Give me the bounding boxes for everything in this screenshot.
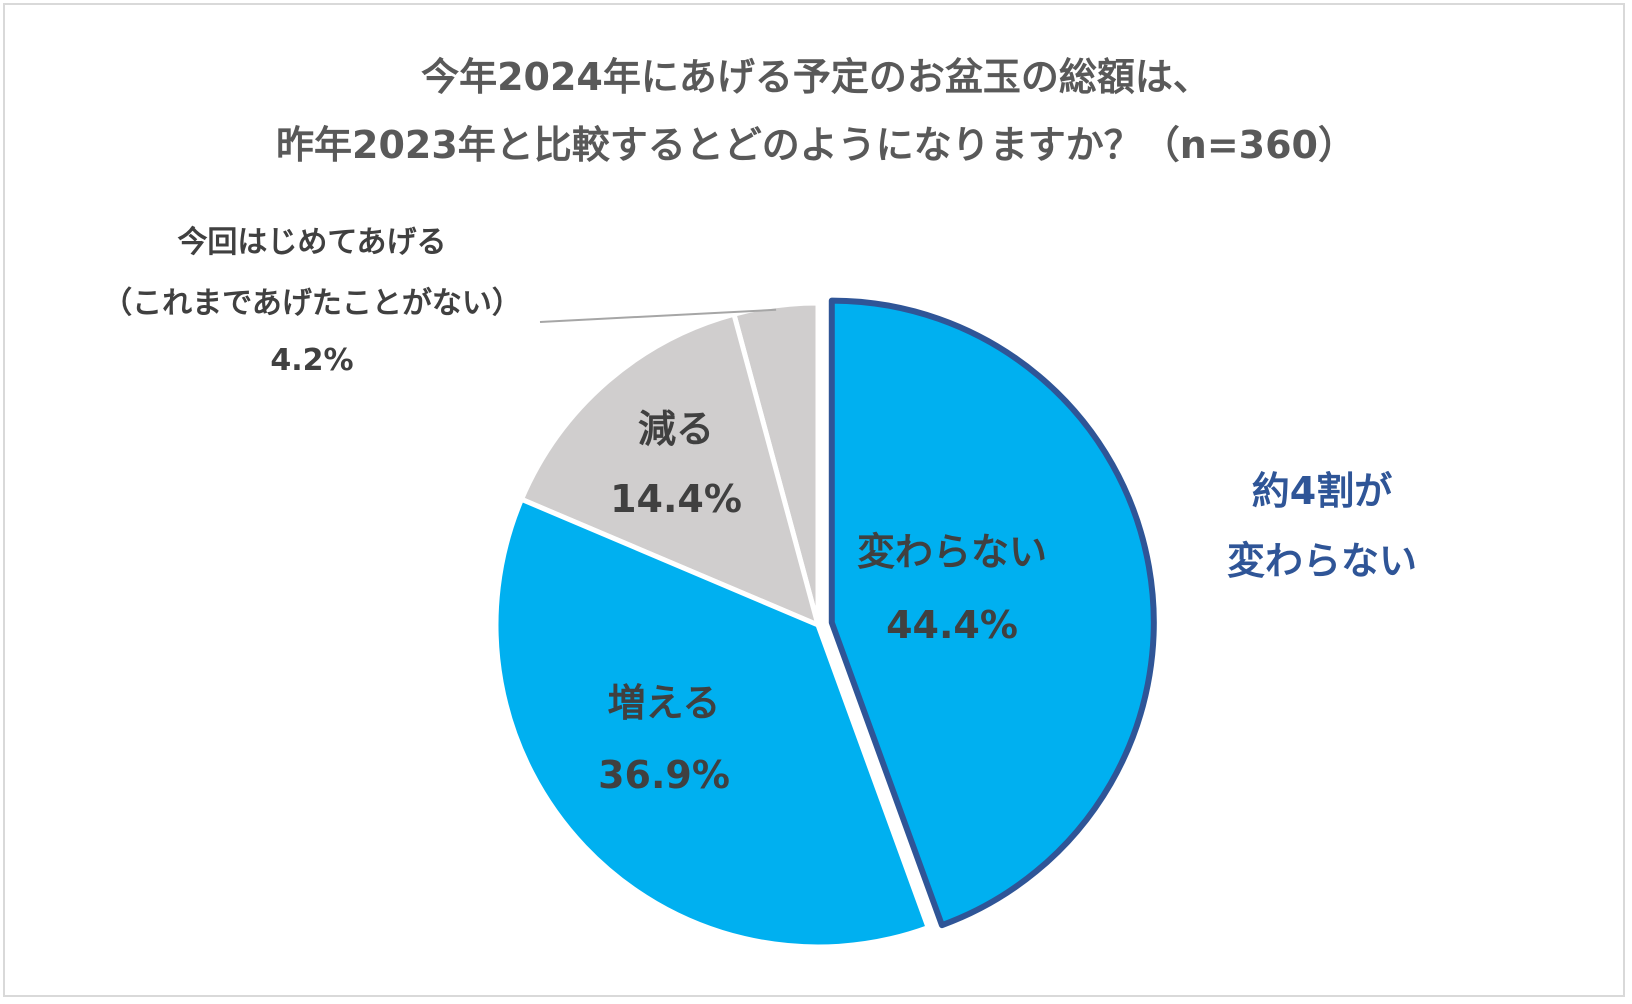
pie-slice-increase	[493, 496, 931, 950]
slice-value-unchanged: 44.4%	[886, 603, 1018, 647]
callout-line-2: 変わらない	[1227, 539, 1417, 583]
slice-label-first-time-line-2: （これまであげたことがない）	[102, 286, 522, 321]
slice-label-unchanged: 変わらない	[857, 530, 1047, 574]
pie-slice-decrease	[519, 311, 821, 628]
slice-value-decrease: 14.4%	[610, 477, 742, 521]
slice-label-decrease: 減る	[638, 407, 714, 451]
chart-title-line-1: 今年2024年にあげる予定のお盆玉の総額は、	[421, 55, 1211, 99]
chart-title-line-2: 昨年2023年と比較するとどのようになりますか？（n=360）	[276, 123, 1356, 167]
callout-line-1: 約4割が	[1252, 469, 1392, 513]
slice-label-increase: 増える	[608, 681, 721, 725]
slice-label-first-time-line-1: 今回はじめてあげる	[177, 225, 446, 260]
pie-slice-unchanged	[828, 297, 1157, 929]
leader-line-first-time	[539, 308, 777, 323]
slice-value-increase: 36.9%	[598, 753, 730, 797]
slice-value-first-time: 4.2%	[270, 343, 353, 378]
